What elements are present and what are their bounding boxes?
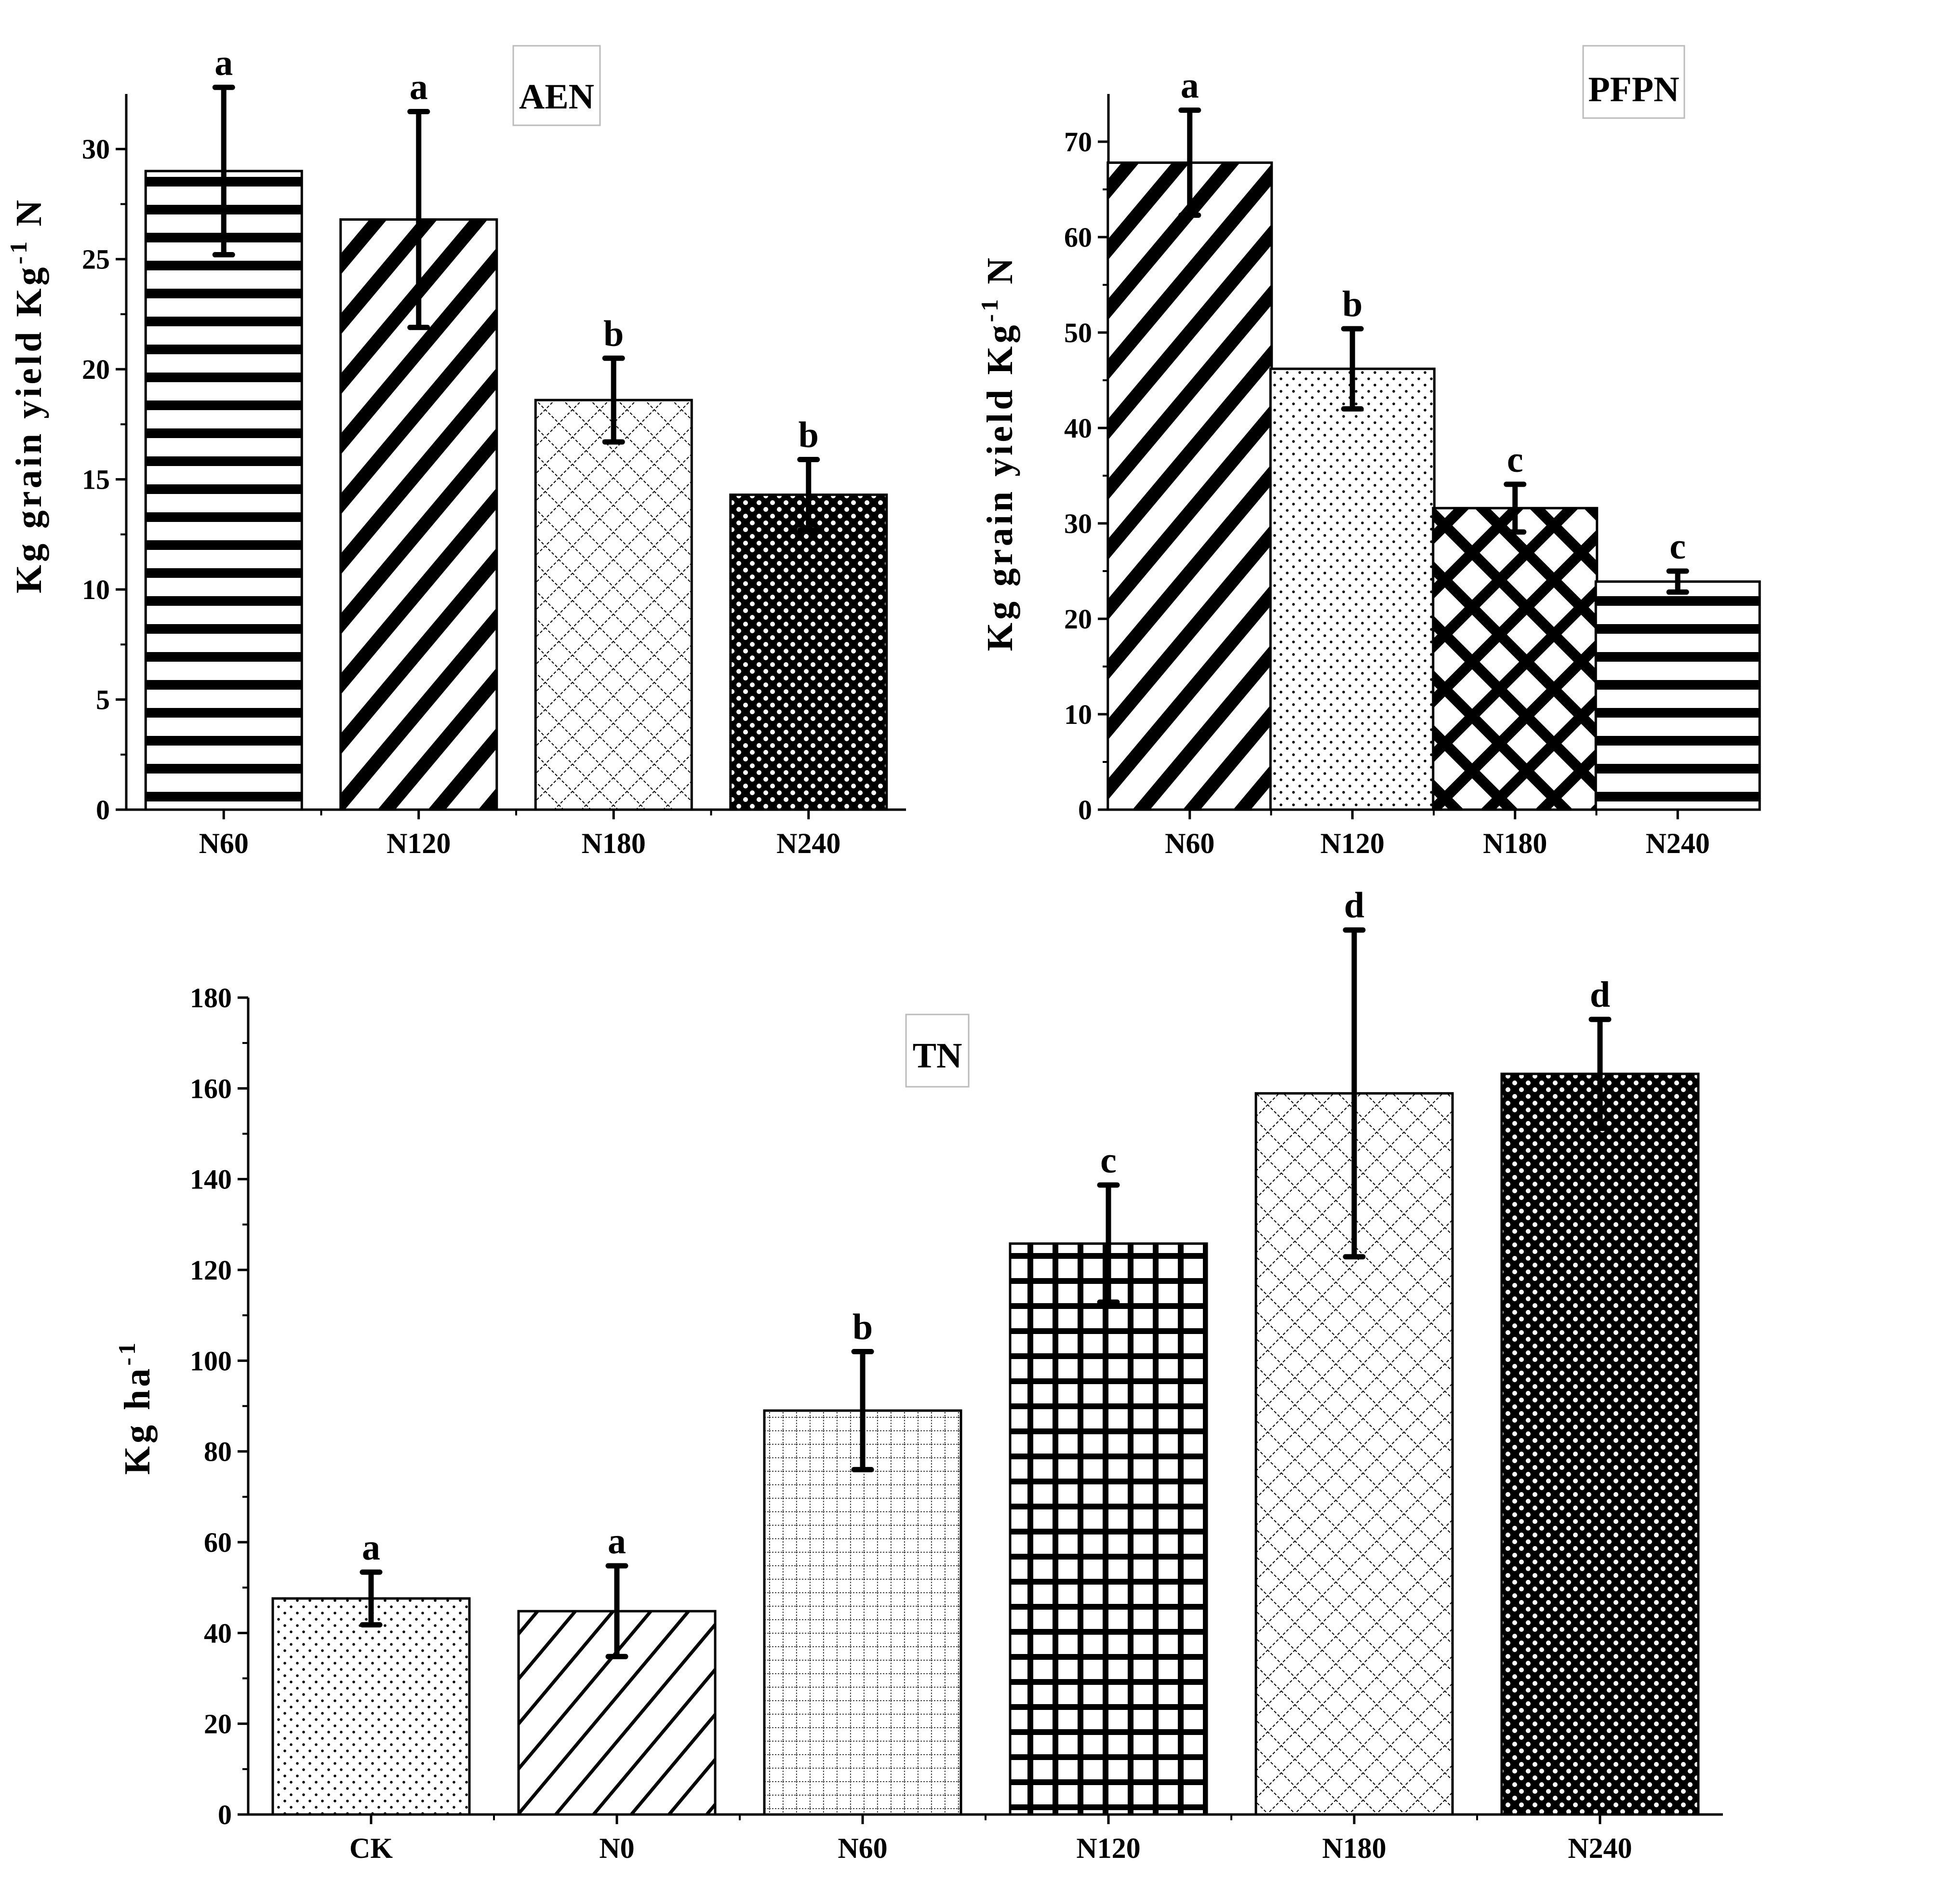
tn-chart: 0 20 40 60 80 100 120 140 160 180 a CK a N0 b N60 c N120 d… <box>113 885 1723 1864</box>
pfpn-y-tick-label: 60 <box>1064 222 1092 253</box>
tn-category-label: N60 <box>838 1832 887 1864</box>
tn-bar-n120 <box>1009 1242 1208 1816</box>
aen-y-tick-label: 30 <box>82 133 110 165</box>
tn-y-tick-label: 100 <box>190 1345 232 1376</box>
pfpn-sig-letter: c <box>1669 526 1686 567</box>
aen-y-tick-label: 0 <box>96 794 110 826</box>
pfpn-y-tick-label: 40 <box>1064 413 1092 444</box>
pfpn-title-box <box>1582 45 1685 119</box>
aen-y-tick-label: 15 <box>82 464 110 495</box>
aen-panel-title: AEN <box>519 77 594 117</box>
tn-y-tick-label: 80 <box>204 1436 232 1467</box>
tn-sig-letter: a <box>362 1527 380 1568</box>
tn-y-tick-label: 140 <box>190 1164 232 1195</box>
pfpn-sig-letter: c <box>1507 440 1523 480</box>
aen-category-label: N120 <box>387 827 451 859</box>
tn-category-label: N240 <box>1568 1832 1632 1864</box>
tn-y-tick-label: 0 <box>218 1799 232 1830</box>
aen-bar-n60 <box>144 170 303 811</box>
tn-sig-letter: d <box>1344 885 1364 926</box>
aen-sig-letter: b <box>603 313 624 354</box>
tn-sig-letter: b <box>853 1307 873 1347</box>
aen-y-axis-title: Kg grain yield Kg-1 N <box>5 197 49 593</box>
aen-bar-n240 <box>729 494 888 811</box>
tn-sig-letter: c <box>1100 1140 1117 1181</box>
tn-category-label: N120 <box>1076 1832 1140 1864</box>
tn-y-tick-label: 40 <box>204 1617 232 1649</box>
aen-sig-letter: a <box>410 67 428 107</box>
pfpn-chart: 0 10 20 30 40 50 60 70 a N60 b N120 c N180 c N240 Kg gra… <box>976 45 1761 859</box>
aen-category-label: N240 <box>776 827 840 859</box>
aen-chart: 0 5 10 15 20 25 30 a N60 a N120 b N180 b N240 Kg grain … <box>5 42 906 859</box>
tn-bar-n240 <box>1500 1072 1700 1816</box>
pfpn-category-label: N180 <box>1483 827 1547 859</box>
pfpn-y-tick-label: 30 <box>1064 508 1092 539</box>
aen-y-tick-label: 20 <box>82 354 110 385</box>
pfpn-category-label: N240 <box>1646 827 1710 859</box>
pfpn-sig-letter: a <box>1181 66 1199 106</box>
tn-title-box <box>905 1014 970 1088</box>
tn-y-tick-label: 120 <box>190 1254 232 1286</box>
pfpn-sig-letter: b <box>1342 284 1362 324</box>
pfpn-bar-n60 <box>1107 161 1273 811</box>
tn-y-tick-label: 20 <box>204 1708 232 1740</box>
aen-sig-letter: b <box>799 414 819 455</box>
pfpn-y-tick-label: 10 <box>1064 699 1092 730</box>
pfpn-bar-n180 <box>1432 507 1599 811</box>
pfpn-bar-n240 <box>1594 580 1761 811</box>
pfpn-category-label: N120 <box>1320 827 1385 859</box>
tn-sig-letter: d <box>1590 974 1610 1015</box>
tn-category-label: N180 <box>1322 1832 1386 1864</box>
tn-bar-ck <box>271 1597 471 1816</box>
aen-title-box <box>512 45 601 126</box>
aen-category-label: N60 <box>199 827 249 859</box>
tn-sig-letter: a <box>608 1521 626 1561</box>
tn-y-tick-label: 160 <box>190 1073 232 1104</box>
aen-y-tick-label: 10 <box>82 574 110 605</box>
pfpn-panel-title: PFPN <box>1588 70 1679 109</box>
pfpn-category-label: N60 <box>1165 827 1214 859</box>
aen-sig-letter: a <box>214 42 233 83</box>
tn-y-tick-label: 60 <box>204 1527 232 1558</box>
pfpn-y-tick-label: 50 <box>1064 317 1092 348</box>
pfpn-bar-n120 <box>1269 367 1436 811</box>
pfpn-y-tick-label: 70 <box>1064 126 1092 158</box>
tn-category-label: N0 <box>599 1832 634 1864</box>
tn-y-axis-title: Kg ha-1 <box>113 1340 158 1475</box>
pfpn-y-tick-label: 20 <box>1064 603 1092 635</box>
tn-category-label: CK <box>349 1832 393 1864</box>
tn-panel-title: TN <box>913 1036 962 1076</box>
tn-bar-n60 <box>763 1409 962 1816</box>
aen-bar-n180 <box>534 399 693 811</box>
pfpn-y-tick-label: 0 <box>1078 794 1092 826</box>
aen-category-label: N180 <box>582 827 646 859</box>
tn-y-tick-label: 180 <box>190 982 232 1014</box>
pfpn-y-axis-title: Kg grain yield Kg-1 N <box>976 255 1020 651</box>
aen-y-tick-label: 5 <box>96 684 110 716</box>
aen-y-tick-label: 25 <box>82 244 110 275</box>
